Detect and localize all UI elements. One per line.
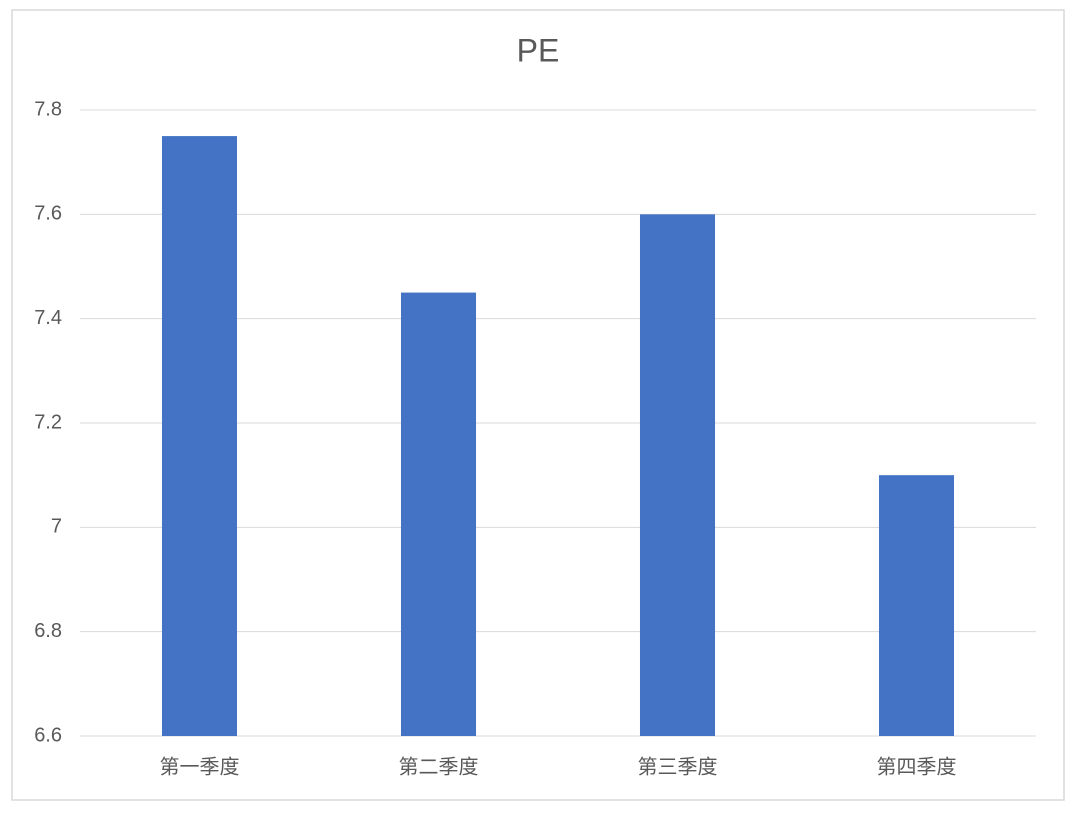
x-tick-label: 第二季度 (399, 755, 479, 778)
bar (639, 214, 716, 737)
bar (878, 475, 955, 736)
y-tick-label: 7.6 (34, 203, 62, 225)
y-tick-label: 6.8 (34, 620, 62, 642)
y-tick-label: 6.6 (34, 724, 62, 746)
bar (161, 136, 238, 737)
y-tick-label: 7.4 (34, 307, 62, 329)
x-tick-label: 第四季度 (877, 755, 957, 778)
chart-title: PE (517, 32, 560, 68)
y-tick-label: 7 (51, 516, 62, 538)
y-tick-label: 7.8 (34, 98, 62, 120)
y-tick-label: 7.2 (34, 411, 62, 433)
x-tick-label: 第一季度 (160, 755, 240, 778)
x-tick-label: 第三季度 (638, 755, 718, 778)
bar (400, 292, 477, 736)
